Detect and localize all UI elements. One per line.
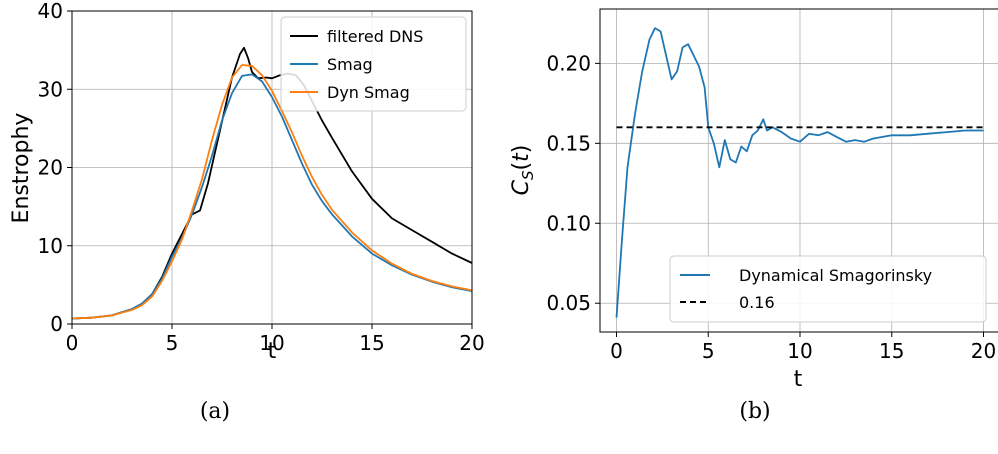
panel-a-series-dyn-smag (71, 64, 473, 320)
panel-a-ytick-label-10: 10 (38, 234, 63, 258)
legend-label-dyn-smag: Dyn Smag (327, 83, 410, 102)
panel-b-xtick-label-15: 15 (879, 339, 904, 363)
panel-a-xtick-label-5: 5 (166, 331, 179, 355)
panel-a-ytick-label-30: 30 (38, 77, 63, 101)
panel-a-legend: filtered DNS Smag Dyn Smag (280, 16, 467, 112)
panel-b-xlabel: t (794, 367, 803, 392)
legend-item-smag: Smag (290, 55, 373, 74)
panel-b-ytick-label-0-10: 0.10 (546, 211, 591, 235)
panel-a-legend-box (280, 16, 467, 112)
legend-item-0-16: 0.16 (680, 293, 775, 312)
panel-a-ytick-label-0: 0 (50, 312, 63, 336)
legend-label-0-16: 0.16 (739, 293, 775, 312)
panel-b-legend: Dynamical Smagorinsky 0.16 (669, 255, 987, 323)
panel-a-ytick-label-40: 40 (38, 0, 63, 23)
panel-b-ytick-label-0-15: 0.15 (546, 131, 591, 155)
legend-item-dynamical-smagorinsky: Dynamical Smagorinsky (680, 266, 932, 285)
panel-a-xlabel: t (268, 339, 277, 364)
panel-a-series-smag (71, 73, 473, 320)
legend-item-dyn-smag: Dyn Smag (290, 83, 410, 102)
panel-b-series (615, 27, 984, 318)
panel-a-xtick-label-15: 15 (359, 331, 384, 355)
panel-b-legend-box (669, 255, 987, 323)
panel-b-ytick-label-0-05: 0.05 (546, 291, 591, 315)
panel-a-xtick-label-10: 10 (259, 331, 284, 355)
panel-b-ylabel: CS(t) (509, 145, 537, 196)
panel-b-ticks: 0 5 10 15 20 0.05 0.10 0.15 0.20 (546, 51, 996, 363)
panel-a-series (71, 46, 473, 320)
panel-b-xtick-label-20: 20 (971, 339, 996, 363)
legend-item-filtered-dns: filtered DNS (290, 27, 423, 46)
legend-label-filtered-dns: filtered DNS (327, 27, 423, 46)
panel-b-series-dynamical-smagorinsky (615, 27, 984, 318)
panel-b-cs: 0 5 10 15 20 0.05 0.10 0.15 0.20 t CS(t) Dynamic… (509, 8, 998, 424)
panel-b-caption: (b) (739, 399, 770, 424)
panel-b-ytick-label-0-20: 0.20 (546, 51, 591, 75)
panel-a-xtick-label-20: 20 (459, 331, 484, 355)
panel-b-xtick-label-10: 10 (787, 339, 812, 363)
legend-label-dynamical-smagorinsky: Dynamical Smagorinsky (739, 266, 932, 285)
panel-a-ylabel: Enstrophy (9, 113, 34, 224)
panel-a-enstrophy: 0 5 10 15 20 0 10 20 30 40 t Enstrophy filtered D… (9, 0, 485, 424)
panel-a-ticks: 0 5 10 15 20 0 10 20 30 40 (38, 0, 485, 355)
panel-a-ytick-label-20: 20 (38, 156, 63, 180)
panel-a-caption: (a) (200, 399, 230, 424)
panel-a-xtick-label-0: 0 (66, 331, 79, 355)
panel-b-xtick-label-0: 0 (610, 339, 623, 363)
panel-b-xtick-label-5: 5 (702, 339, 715, 363)
legend-label-smag: Smag (327, 55, 373, 74)
